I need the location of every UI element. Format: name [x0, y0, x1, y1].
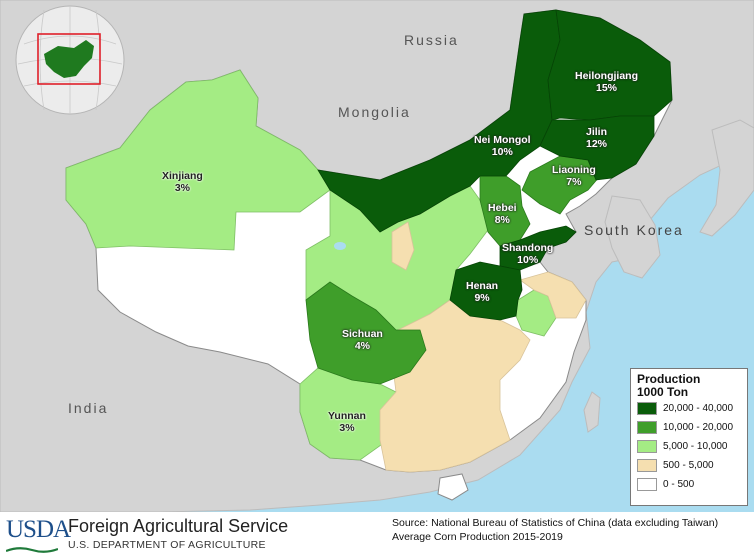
province-name: Liaoning — [552, 164, 596, 176]
province-share: 15% — [595, 82, 617, 94]
province-label-shandong: Shandong 10% — [502, 242, 553, 266]
legend-swatch — [637, 402, 657, 415]
province-share: 3% — [174, 182, 191, 194]
province-share: 9% — [474, 292, 490, 304]
province-label-heilongjiang: Heilongjiang 15% — [575, 70, 638, 94]
map-area: Russia Mongolia South Korea India Heilon… — [0, 0, 754, 512]
shanxi-region — [391, 221, 415, 271]
province-label-hebei: Hebei 8% — [488, 202, 517, 226]
legend-title-line2: 1000 Ton — [637, 385, 689, 399]
province-name: Nei Mongol — [474, 134, 531, 146]
source-note: Source: National Bureau of Statistics of… — [392, 516, 718, 544]
province-name: Henan — [466, 280, 499, 292]
inset-frame — [37, 33, 101, 85]
province-share: 10% — [517, 254, 539, 266]
japan — [699, 119, 754, 237]
province-share: 4% — [354, 340, 371, 352]
department-name: U.S. DEPARTMENT OF AGRICULTURE — [68, 539, 266, 551]
jilin-region — [539, 115, 655, 181]
province-label-jilin: Jilin 12% — [586, 126, 607, 150]
korea — [604, 195, 661, 279]
country-label-south-korea: South Korea — [584, 222, 684, 238]
country-label-india: India — [68, 400, 109, 416]
legend-swatch — [637, 440, 657, 453]
legend-item: 20,000 - 40,000 — [637, 399, 741, 418]
province-share: 8% — [494, 214, 510, 226]
province-name: Yunnan — [328, 410, 366, 422]
henan-region — [449, 261, 523, 321]
legend-item: 0 - 500 — [637, 475, 741, 494]
province-label-xinjiang: Xinjiang 3% — [162, 170, 203, 194]
usda-wave-icon — [6, 547, 58, 553]
province-label-yunnan: Yunnan 3% — [328, 410, 366, 434]
footer: USDA Foreign Agricultural Service U.S. D… — [0, 512, 754, 558]
map-canvas — [0, 0, 754, 512]
sichuan-region — [305, 281, 427, 385]
legend-swatch — [637, 478, 657, 491]
province-share: 12% — [586, 138, 608, 150]
qinghai-lake — [334, 242, 346, 250]
province-name: Shandong — [502, 242, 554, 254]
country-label-mongolia: Mongolia — [338, 104, 411, 120]
legend-label: 500 - 5,000 — [663, 460, 714, 471]
province-share: 7% — [566, 176, 582, 188]
locator-globe — [15, 5, 125, 115]
province-share: 10% — [491, 146, 513, 158]
legend: Production 1000 Ton 20,000 - 40,000 10,0… — [630, 368, 748, 506]
legend-title: Production 1000 Ton — [637, 373, 741, 399]
legend-swatch — [637, 459, 657, 472]
legend-label: 5,000 - 10,000 — [663, 441, 728, 452]
hainan — [437, 473, 469, 501]
legend-title-line1: Production — [637, 372, 701, 386]
usda-logo: USDA — [6, 516, 71, 543]
legend-swatch — [637, 421, 657, 434]
legend-label: 10,000 - 20,000 — [663, 422, 734, 433]
province-name: Sichuan — [342, 328, 383, 340]
taiwan — [583, 391, 601, 433]
legend-label: 0 - 500 — [663, 479, 695, 490]
province-label-nei-mongol: Nei Mongol 10% — [474, 134, 531, 158]
province-name: Xinjiang — [162, 170, 203, 182]
jiangsu-region — [519, 271, 587, 319]
province-share: 3% — [339, 422, 355, 434]
province-label-liaoning: Liaoning 7% — [552, 164, 596, 188]
province-label-sichuan: Sichuan 4% — [342, 328, 383, 352]
legend-item: 5,000 - 10,000 — [637, 437, 741, 456]
province-name: Heilongjiang — [575, 70, 638, 82]
legend-label: 20,000 - 40,000 — [663, 403, 734, 414]
globe-china-shape — [44, 40, 94, 78]
agency-name: Foreign Agricultural Service — [68, 516, 289, 536]
legend-item: 500 - 5,000 — [637, 456, 741, 475]
country-label-russia: Russia — [404, 32, 459, 48]
province-name: Hebei — [488, 202, 517, 214]
source-line: Source: National Bureau of Statistics of… — [392, 517, 719, 529]
province-label-henan: Henan 9% — [466, 280, 498, 304]
map-subtitle: Average Corn Production 2015-2019 — [392, 531, 563, 543]
province-name: Jilin — [586, 126, 608, 138]
legend-item: 10,000 - 20,000 — [637, 418, 741, 437]
hebei-region — [479, 175, 531, 247]
